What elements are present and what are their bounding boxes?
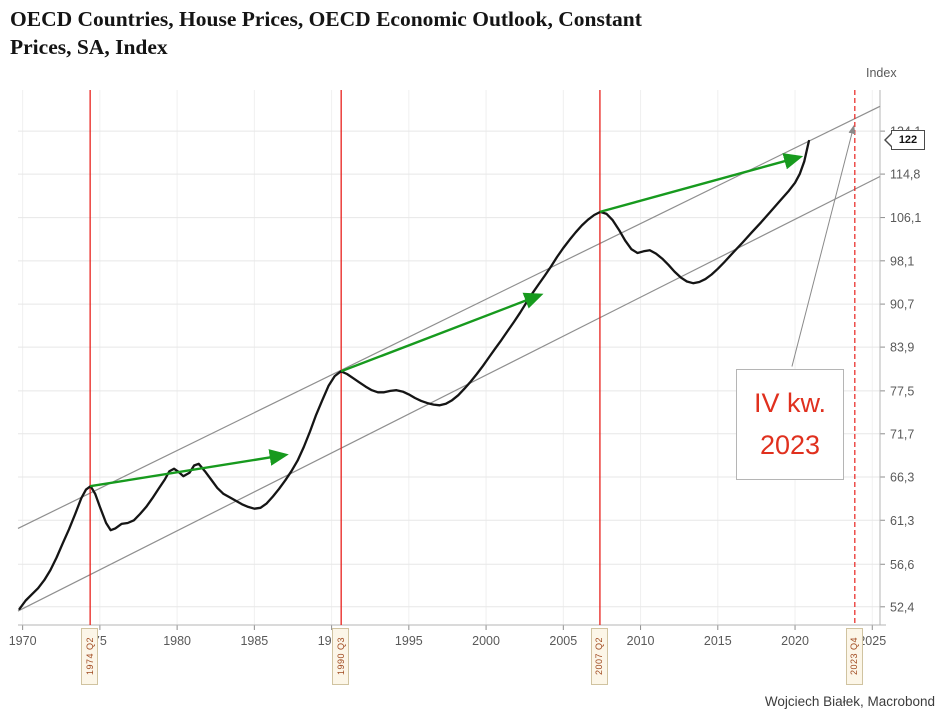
annotation-line2: 2023 <box>759 429 821 460</box>
y-tick-label: 77,5 <box>890 384 914 398</box>
trend-arrow <box>340 292 544 373</box>
y-tick-label: 56,6 <box>890 558 914 572</box>
y-tick-label: 71,7 <box>890 427 914 441</box>
event-flag-label: 2023 Q4 <box>849 637 860 676</box>
event-flag: 2007 Q2 <box>590 628 608 685</box>
event-flag: 1974 Q2 <box>81 628 99 685</box>
x-tick-label: 2010 <box>627 634 655 648</box>
chart-title-line2: Prices, SA, Index <box>10 35 168 60</box>
y-tick-label: 114,8 <box>890 168 920 182</box>
x-tick-label: 1970 <box>9 634 37 648</box>
event-flag-label: 1974 Q2 <box>84 637 95 676</box>
y-axis-unit-label: Index <box>866 66 897 80</box>
x-tick-label: 2015 <box>704 634 732 648</box>
upper-trend-line <box>17 105 881 529</box>
chart-title: OECD Countries, House Prices, OECD Econo… <box>10 5 930 62</box>
event-flag-label: 2007 Q2 <box>594 637 605 676</box>
x-tick-label: 2000 <box>472 634 500 648</box>
y-tick-label: 52,4 <box>890 600 914 614</box>
y-tick-label: 66,3 <box>890 470 914 484</box>
x-tick-label: 1985 <box>240 634 268 648</box>
last-value-label: 122 <box>898 134 918 146</box>
y-tick-label: 90,7 <box>890 298 914 312</box>
annotation-box: IV kw. 2023 <box>736 369 844 480</box>
y-tick-label: 83,9 <box>890 341 914 355</box>
last-value-flag: 122 <box>884 130 925 150</box>
x-tick-label: 1980 <box>163 634 191 648</box>
y-tick-label: 61,3 <box>890 514 914 528</box>
annotation-leader-arrow <box>791 124 856 367</box>
x-tick-label: 2025 <box>858 634 886 648</box>
annotation-line1: IV kw. <box>753 387 827 418</box>
x-tick-label: 1995 <box>395 634 423 648</box>
event-flag-label: 1990 Q3 <box>335 637 346 676</box>
x-tick-label: 2005 <box>549 634 577 648</box>
event-flag: 1990 Q3 <box>332 628 350 685</box>
chart-title-line1: OECD Countries, House Prices, OECD Econo… <box>10 7 642 31</box>
event-flag: 2023 Q4 <box>845 628 863 685</box>
credit-text: Wojciech Białek, Macrobond <box>764 694 935 709</box>
trend-arrow <box>599 153 804 214</box>
price-series-line <box>18 139 811 611</box>
y-tick-label: 98,1 <box>890 254 914 268</box>
y-tick-label: 106,1 <box>890 211 921 225</box>
x-tick-label: 2020 <box>781 634 809 648</box>
trend-arrow <box>89 449 289 488</box>
